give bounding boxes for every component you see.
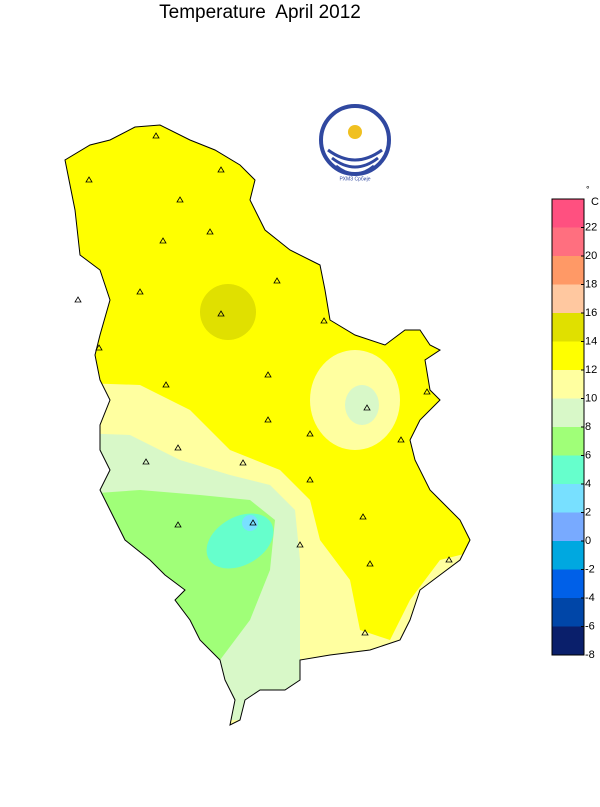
legend-band (552, 370, 584, 399)
legend-tick-label: -8 (585, 649, 595, 661)
legend-tick-label: 4 (585, 478, 591, 490)
legend-tick-label: 10 (585, 392, 597, 404)
station (306, 430, 314, 437)
station (264, 416, 272, 423)
title: Temperature April 2012 (159, 2, 361, 23)
legend-band (552, 341, 584, 370)
station (363, 404, 371, 411)
legend-band (552, 626, 584, 655)
legend-unit: C (591, 196, 599, 208)
legend-band (552, 427, 584, 456)
station (206, 228, 214, 235)
legend-band (552, 598, 584, 627)
legend-band (552, 569, 584, 598)
station (176, 196, 184, 203)
legend-band (552, 284, 584, 313)
station (366, 560, 374, 567)
legend-band (552, 541, 584, 570)
legend-unit-symbol: ° (586, 184, 590, 194)
logo: РХМЗ Србије (319, 104, 391, 182)
legend-tick-label: 16 (585, 307, 597, 319)
legend-tick-label: 14 (585, 335, 597, 347)
station (74, 296, 82, 303)
legend-band (552, 455, 584, 484)
legend-band (552, 313, 584, 342)
legend-band (552, 256, 584, 285)
logo-text: РХМЗ Србије (340, 176, 371, 182)
station (249, 519, 257, 526)
legend-tick-label: 20 (585, 250, 597, 262)
legend-tick-label: 18 (585, 278, 597, 290)
station (397, 436, 405, 443)
legend-band (552, 227, 584, 256)
legend-tick-label: 2 (585, 506, 591, 518)
station (142, 458, 150, 465)
station (85, 176, 93, 183)
legend-band (552, 398, 584, 427)
station (217, 166, 225, 173)
station (273, 277, 281, 284)
station (152, 132, 160, 139)
station (239, 459, 247, 466)
legend-band (552, 512, 584, 541)
legend-band (552, 199, 584, 228)
station (159, 237, 167, 244)
station (174, 444, 182, 451)
station (95, 344, 103, 351)
station (136, 288, 144, 295)
station (306, 476, 314, 483)
legend-tick-label: 8 (585, 421, 591, 433)
stations (74, 132, 453, 636)
station (296, 541, 304, 548)
legend-tick-label: 0 (585, 535, 591, 547)
station (359, 513, 367, 520)
legend-tick-label: -4 (585, 592, 595, 604)
station (423, 388, 431, 395)
legend-tick-label: 12 (585, 364, 597, 376)
legend-tick-label: -2 (585, 563, 595, 575)
station (217, 310, 225, 317)
station (320, 317, 328, 324)
station (174, 521, 182, 528)
station (264, 371, 272, 378)
legend-tick-label: 6 (585, 449, 591, 461)
station (162, 381, 170, 388)
legend-tick-label: -6 (585, 620, 595, 632)
station (445, 556, 453, 563)
legend-tick-label: 22 (585, 221, 597, 233)
station (361, 629, 369, 636)
legend-band (552, 484, 584, 513)
